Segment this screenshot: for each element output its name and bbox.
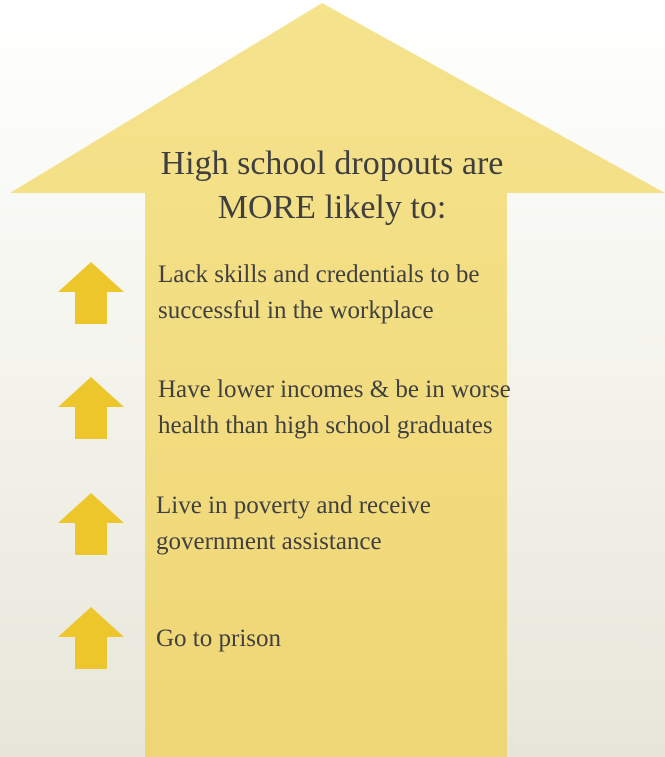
list-item-line-2: government assistance	[156, 528, 382, 555]
list-item-text: Lack skills and credentials to be succes…	[158, 257, 658, 329]
list-item: Go to prison	[58, 607, 658, 697]
list-item-line-1: Go to prison	[156, 625, 281, 652]
list-item-line-1: Lack skills and credentials to be	[158, 261, 480, 288]
list-item-text: Go to prison	[156, 621, 656, 657]
list-item: Lack skills and credentials to be succes…	[58, 261, 658, 352]
up-arrow-icon	[58, 607, 124, 669]
title-line-2: MORE likely to:	[217, 189, 447, 226]
up-arrow-icon	[58, 493, 124, 555]
list-item: Live in poverty and receive government a…	[58, 492, 658, 583]
list-item-text: Have lower incomes & be in worse health …	[158, 372, 658, 444]
diagram-title: High school dropouts are MORE likely to:	[92, 142, 572, 230]
list-item-text: Live in poverty and receive government a…	[156, 488, 656, 560]
list-item-line-1: Live in poverty and receive	[156, 492, 431, 519]
up-arrow-icon	[58, 262, 124, 324]
list-item-line-2: successful in the workplace	[158, 297, 434, 324]
list-item-line-2: health than high school graduates	[158, 412, 493, 439]
list-item: Have lower incomes & be in worse health …	[58, 376, 658, 467]
list-item-line-1: Have lower incomes & be in worse	[158, 376, 511, 403]
up-arrow-icon	[58, 377, 124, 439]
title-line-1: High school dropouts are	[160, 145, 504, 182]
